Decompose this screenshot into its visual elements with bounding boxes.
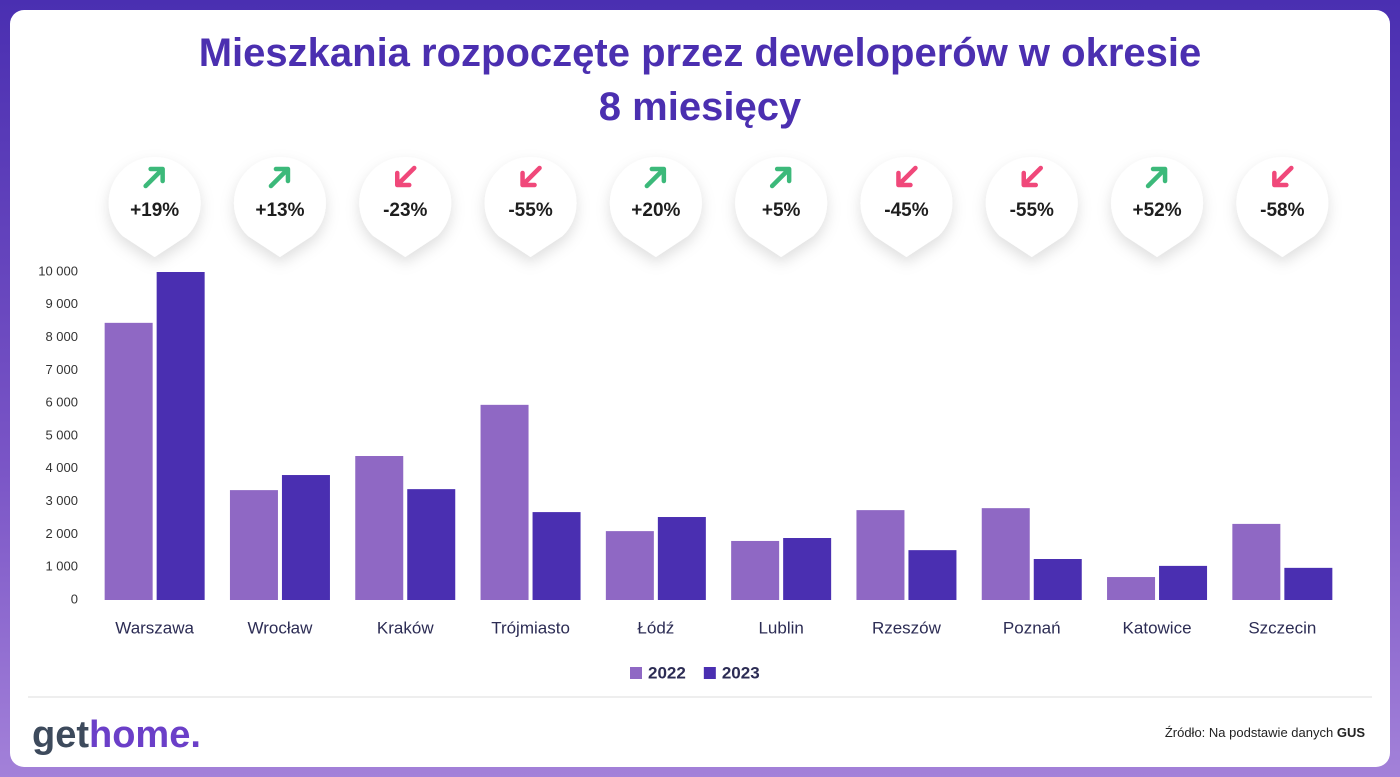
annotation: +19% xyxy=(130,200,179,221)
bar xyxy=(229,490,278,600)
trend-arrow xyxy=(268,166,291,189)
y-tick-label: 2 000 xyxy=(45,526,78,541)
y-tick-label: 4 000 xyxy=(45,460,78,475)
bar xyxy=(407,489,456,600)
x-tick-label: Warszawa xyxy=(115,618,194,637)
annotation-pin: -23% xyxy=(359,156,452,257)
legend-swatch xyxy=(630,667,642,679)
annotation: -55% xyxy=(508,200,552,221)
y-tick-label: 10 000 xyxy=(38,263,78,278)
pin-shape xyxy=(1111,156,1204,257)
legend-label: 2022 xyxy=(648,663,686,682)
y-tick-label: 8 000 xyxy=(45,329,78,344)
bar xyxy=(1033,559,1082,600)
x-tick-label: Katowice xyxy=(1123,618,1192,637)
bar xyxy=(856,510,905,600)
pin-shape xyxy=(1236,156,1329,257)
y-tick-label: 3 000 xyxy=(45,493,78,508)
pin-shape xyxy=(108,156,201,257)
y-tick-label: 9 000 xyxy=(45,296,78,311)
chart-title: Mieszkania rozpoczęte przez deweloperów … xyxy=(198,31,1202,129)
bar xyxy=(104,322,153,600)
y-tick-label: 0 xyxy=(71,591,78,606)
pin-shape xyxy=(609,156,702,257)
bar xyxy=(731,540,780,600)
annotation: -58% xyxy=(1260,200,1304,221)
bar xyxy=(1284,567,1333,600)
pin-shape xyxy=(484,156,577,257)
trend-arrow xyxy=(644,166,667,189)
pin-shape xyxy=(735,156,828,257)
card xyxy=(10,10,1390,767)
source-text: Źródło: Na podstawie danych xyxy=(1165,725,1333,740)
bar xyxy=(1232,523,1281,600)
annotation-pin: +13% xyxy=(233,156,326,257)
source-emphasis: GUS xyxy=(1337,725,1366,740)
y-tick-label: 7 000 xyxy=(45,362,78,377)
bar xyxy=(657,517,706,600)
annotation-pin: -45% xyxy=(860,156,953,257)
bar xyxy=(1159,565,1208,600)
bar xyxy=(156,272,205,600)
y-tick-label: 1 000 xyxy=(45,559,78,574)
trend-arrow xyxy=(1272,165,1294,188)
bar xyxy=(355,456,404,600)
logo-part: get xyxy=(32,714,89,756)
bar xyxy=(605,531,654,600)
trend-arrow xyxy=(1145,166,1168,189)
annotation-pin: -55% xyxy=(985,156,1078,257)
trend-arrow xyxy=(520,165,542,188)
y-tick-label: 5 000 xyxy=(45,427,78,442)
pin-shape xyxy=(860,156,953,257)
pin-shape xyxy=(233,156,326,257)
bar xyxy=(1107,577,1156,600)
annotation: +20% xyxy=(631,200,680,221)
bar xyxy=(981,508,1030,600)
logo: gethome. xyxy=(32,714,201,756)
legend-label: 2023 xyxy=(722,663,760,682)
bar xyxy=(480,404,529,600)
x-tick-label: Poznań xyxy=(1003,618,1061,637)
bar xyxy=(908,550,957,600)
x-tick-label: Rzeszów xyxy=(872,618,942,637)
trend-arrow xyxy=(896,165,918,188)
legend-swatch xyxy=(703,667,716,679)
annotation: +52% xyxy=(1132,200,1181,221)
x-tick-label: Szczecin xyxy=(1248,618,1316,637)
annotation: +13% xyxy=(255,200,304,221)
pin-shape xyxy=(985,156,1078,257)
annotation-pin: +20% xyxy=(609,156,702,257)
x-tick-label: Wrocław xyxy=(248,618,314,637)
annotation: -23% xyxy=(383,200,427,221)
annotation-pin: +5% xyxy=(735,156,828,257)
annotation-pin: +52% xyxy=(1111,156,1204,257)
bar xyxy=(783,538,832,600)
x-tick-label: Lublin xyxy=(758,618,803,637)
trend-arrow xyxy=(143,166,165,189)
x-tick-label: Trójmiasto xyxy=(491,618,570,637)
y-tick-label: 6 000 xyxy=(45,395,78,410)
annotation-pin: -55% xyxy=(484,156,577,257)
trend-arrow xyxy=(395,165,417,188)
bar xyxy=(281,475,330,600)
bar xyxy=(532,512,581,600)
x-tick-label: Kraków xyxy=(377,618,434,637)
annotation: +5% xyxy=(762,200,801,221)
annotation-pin: +19% xyxy=(108,156,201,257)
pin-shape xyxy=(359,156,452,257)
trend-arrow xyxy=(1021,165,1043,188)
x-tick-label: Łódź xyxy=(637,618,674,637)
annotation-pin: -58% xyxy=(1236,156,1329,257)
logo-part: home. xyxy=(89,714,201,756)
source: Źródło: Na podstawie danych GUS xyxy=(1165,725,1366,740)
annotation: -55% xyxy=(1010,200,1054,221)
trend-arrow xyxy=(769,166,792,189)
annotation: -45% xyxy=(884,200,928,221)
